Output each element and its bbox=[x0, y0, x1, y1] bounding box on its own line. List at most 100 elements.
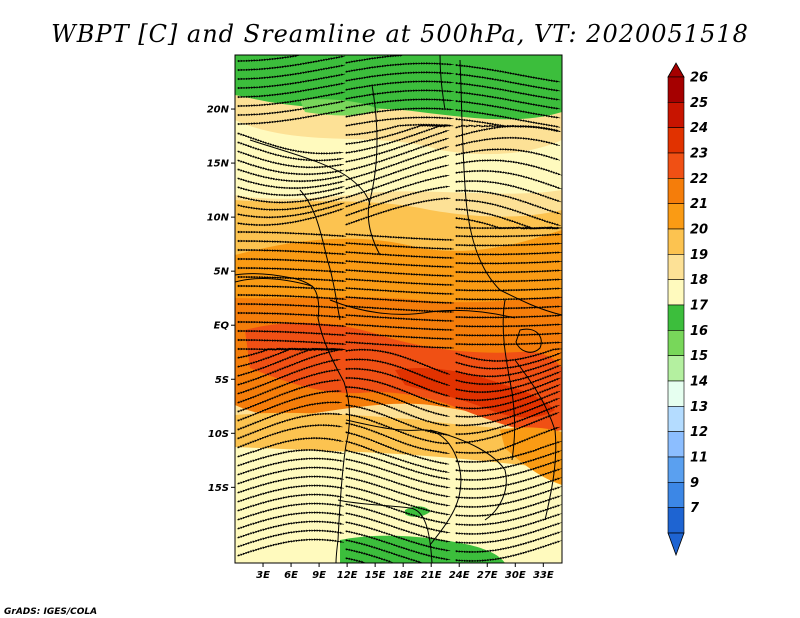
lat-tick-label: 10N bbox=[207, 213, 230, 224]
streamline bbox=[344, 286, 455, 296]
streamline bbox=[237, 230, 347, 238]
streamline bbox=[344, 548, 393, 563]
colorbar-swatch bbox=[667, 127, 685, 154]
colorbar-label: 13 bbox=[690, 400, 708, 415]
streamline bbox=[237, 320, 347, 328]
streamline bbox=[344, 313, 455, 323]
map-panel: 20N 15N 10N 5N EQ 5S 10S 15S 3E 6E 9E 12E 15E 18E 21E… bbox=[207, 54, 563, 581]
lat-tick-label: 20N bbox=[207, 105, 230, 116]
colorbar-label: 11 bbox=[690, 451, 708, 466]
colorbar-label: 19 bbox=[690, 248, 708, 263]
streamline bbox=[454, 296, 562, 301]
lon-tick-label: 6E bbox=[284, 570, 298, 581]
streamline bbox=[344, 331, 455, 341]
streamline bbox=[237, 338, 347, 346]
lon-tick-label: 12E bbox=[337, 570, 358, 581]
streamline bbox=[237, 239, 347, 247]
streamline bbox=[454, 242, 562, 247]
streamline bbox=[454, 314, 562, 319]
streamline bbox=[454, 233, 562, 238]
streamline bbox=[237, 302, 347, 310]
colorbar-label: 17 bbox=[690, 299, 709, 314]
colorbar-swatch bbox=[667, 203, 685, 230]
colorbar-swatch bbox=[667, 254, 685, 280]
lat-tick-label: 15S bbox=[208, 483, 229, 494]
colorbar-swatch bbox=[667, 406, 685, 432]
streamline bbox=[237, 329, 347, 337]
colorbar-swatch bbox=[667, 456, 685, 483]
credit-label: GrADS: IGES/COLA bbox=[4, 607, 97, 617]
colorbar-label: 18 bbox=[690, 273, 708, 288]
colorbar-label: 26 bbox=[690, 71, 708, 86]
streamline bbox=[454, 332, 562, 337]
colorbar-label: 14 bbox=[690, 375, 708, 390]
streamline bbox=[237, 257, 347, 265]
streamline bbox=[454, 148, 560, 161]
streamline bbox=[344, 116, 454, 127]
streamline bbox=[454, 287, 562, 292]
map-frame bbox=[234, 54, 563, 564]
colorbar-label: 21 bbox=[690, 197, 708, 212]
colorbar-label: 25 bbox=[690, 96, 708, 111]
streamline bbox=[454, 251, 562, 256]
lon-tick-label: 21E bbox=[421, 570, 442, 581]
colorbar-top-arrow bbox=[667, 62, 685, 78]
streamline bbox=[344, 557, 366, 563]
colorbar-label: 24 bbox=[690, 121, 708, 136]
streamline bbox=[344, 107, 454, 118]
latitude-axis: 20N 15N 10N 5N EQ 5S 10S 15S bbox=[207, 105, 235, 494]
streamline bbox=[344, 62, 454, 73]
chart-title: WBPT [C] and Sreamline at 500hPa, VT: 20… bbox=[51, 20, 749, 48]
streamlines bbox=[236, 55, 562, 563]
colorbar-swatch bbox=[667, 482, 685, 508]
colorbar-swatch bbox=[667, 431, 685, 458]
streamline bbox=[237, 311, 347, 319]
streamline bbox=[237, 109, 346, 126]
colorbar-swatch bbox=[667, 304, 685, 331]
colorbar-label: 23 bbox=[690, 147, 708, 162]
streamline bbox=[344, 80, 454, 91]
streamline bbox=[237, 293, 347, 301]
streamline bbox=[454, 305, 562, 310]
streamline bbox=[344, 55, 405, 64]
streamline bbox=[454, 540, 562, 563]
longitude-axis: 3E 6E 9E 12E 15E 18E 21E 24E 27E 30E 33E bbox=[256, 563, 554, 581]
streamline bbox=[344, 268, 455, 278]
lat-tick-label: 10S bbox=[208, 429, 229, 440]
lon-tick-label: 3E bbox=[256, 570, 270, 581]
colorbar-swatch bbox=[667, 330, 685, 356]
lat-tick-label: 15N bbox=[207, 159, 230, 170]
streamline bbox=[344, 232, 455, 242]
colorbar-label: 22 bbox=[690, 172, 708, 187]
colorbar-label: 16 bbox=[690, 324, 708, 339]
streamline bbox=[236, 538, 344, 557]
colorbar-label: 15 bbox=[690, 349, 708, 364]
streamline bbox=[454, 136, 561, 147]
streamline bbox=[454, 159, 562, 176]
colorbar-swatch bbox=[667, 102, 685, 128]
colorbar-swatch bbox=[667, 152, 685, 179]
colorbar-swatch bbox=[667, 228, 685, 255]
lon-tick-label: 33E bbox=[533, 570, 554, 581]
streamline bbox=[344, 71, 454, 82]
streamline bbox=[454, 269, 562, 274]
streamline bbox=[344, 241, 455, 251]
streamline bbox=[236, 208, 345, 227]
streamline bbox=[237, 248, 347, 256]
streamline bbox=[237, 284, 347, 292]
lat-tick-label: EQ bbox=[214, 321, 230, 332]
streamline bbox=[237, 266, 347, 274]
streamline bbox=[454, 278, 562, 283]
colorbar-swatch bbox=[667, 355, 685, 382]
lon-tick-label: 15E bbox=[365, 570, 386, 581]
colorbar-label: 7 bbox=[690, 501, 700, 516]
colorbar-swatch bbox=[667, 507, 685, 534]
streamline bbox=[344, 98, 454, 109]
colorbar-label: 20 bbox=[690, 223, 708, 238]
lon-tick-label: 9E bbox=[312, 570, 326, 581]
streamline bbox=[454, 341, 562, 346]
streamline bbox=[454, 124, 561, 138]
streamline bbox=[344, 197, 451, 226]
colorbar-label: 9 bbox=[690, 476, 699, 491]
